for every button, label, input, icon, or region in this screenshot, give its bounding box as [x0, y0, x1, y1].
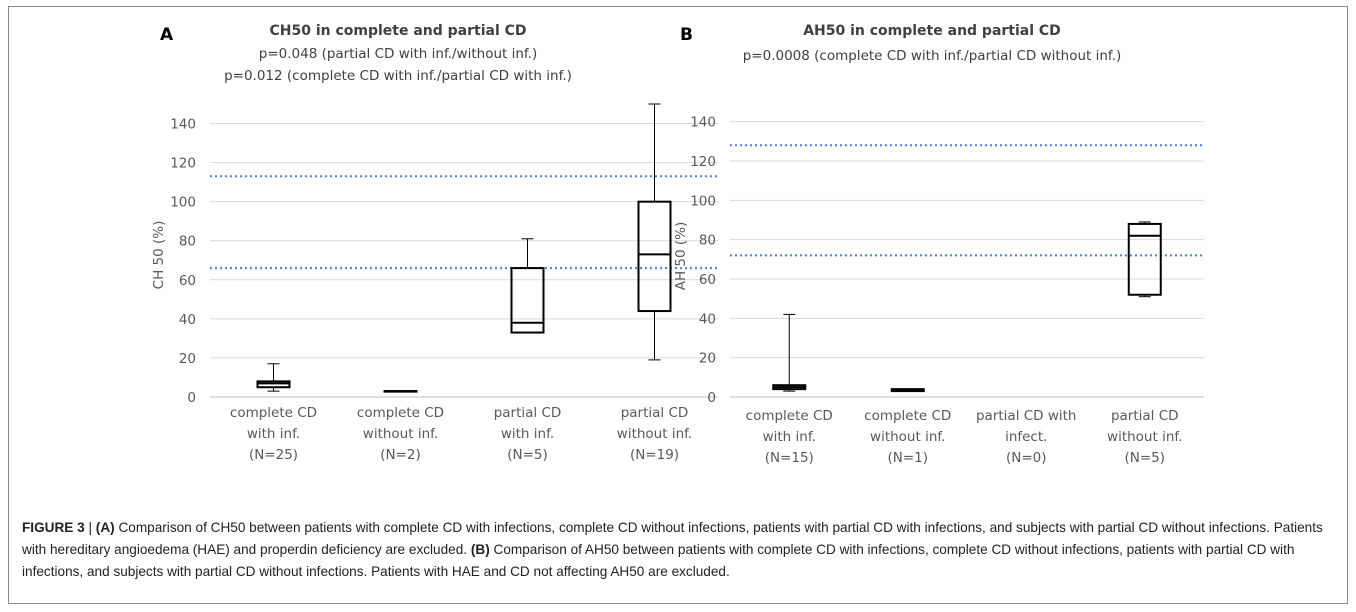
- panel-a-category-label: partial CD: [494, 405, 562, 421]
- panel-b-ytick-label: 40: [699, 311, 716, 327]
- panel-b-category-label: without inf.: [1107, 429, 1182, 445]
- panel-b-category-label: complete CD: [864, 408, 951, 424]
- panel-b-ytick-label: 100: [690, 193, 716, 209]
- panel-b-ytick-label: 140: [690, 115, 716, 131]
- panel-a-category-label: (N=5): [507, 447, 548, 463]
- panel-b-ytick-label: 120: [690, 154, 716, 170]
- panel-a-ytick-label: 100: [170, 195, 196, 211]
- figure-caption: FIGURE 3 | (A) Comparison of CH50 betwee…: [22, 517, 1338, 583]
- panel-b-category-label: (N=1): [887, 450, 928, 466]
- panel-a-ytick-label: 60: [179, 273, 196, 289]
- panel-a-category-label: without inf.: [617, 426, 692, 442]
- panel-b-ytick-label: 60: [699, 272, 716, 288]
- panel-a-ytick-label: 0: [187, 390, 196, 406]
- panel-b-category-label: without inf.: [870, 429, 945, 445]
- panel-b-box: [1127, 222, 1162, 296]
- panel-a-title: CH50 in complete and partial CD: [269, 23, 526, 39]
- panel-a-letter: A: [160, 25, 174, 45]
- panel-a-ytick-label: 140: [170, 117, 196, 133]
- panel-a-category-label: complete CD: [357, 405, 444, 421]
- caption-part-b-text: Comparison of AH50 between patients with…: [22, 542, 1295, 579]
- panel-a-y-axis-label: CH 50 (%): [151, 221, 167, 290]
- panel-b-ytick-label: 0: [707, 390, 716, 406]
- panel-a-box: [510, 267, 545, 334]
- panel-a-subtitle-2: p=0.012 (complete CD with inf./partial C…: [224, 68, 572, 84]
- panel-b-category-label: (N=0): [1006, 450, 1047, 466]
- panel-b-category-label: partial CD: [1111, 408, 1179, 424]
- panel-b-category-label: infect.: [1005, 429, 1047, 445]
- panel-a-category-label: with inf.: [501, 426, 554, 442]
- panel-b-y-axis-label: AH 50 (%): [673, 222, 689, 291]
- panel-a-category-label: without inf.: [363, 426, 438, 442]
- panel-b-letter: B: [680, 25, 693, 45]
- panel-b-title: AH50 in complete and partial CD: [803, 23, 1061, 39]
- panel-b-category-label: with inf.: [763, 429, 816, 445]
- panel-a-category-label: partial CD: [621, 405, 689, 421]
- panel-a-category-label: (N=25): [249, 447, 298, 463]
- caption-figure-label: FIGURE 3: [22, 520, 85, 535]
- panel-a-category-label: (N=2): [380, 447, 421, 463]
- panel-b-category-label: complete CD: [746, 408, 833, 424]
- panel-b-ytick-label: 80: [699, 233, 716, 249]
- caption-part-b-label: (B): [470, 542, 490, 557]
- panel-b-category-label: (N=15): [765, 450, 814, 466]
- panel-b-subtitle-1: p=0.0008 (complete CD with inf./partial …: [743, 48, 1122, 64]
- caption-separator: |: [84, 520, 96, 535]
- panel-a-category-label: with inf.: [247, 426, 300, 442]
- panel-b-category-label: (N=5): [1124, 450, 1165, 466]
- panel-b-ytick-label: 20: [699, 351, 716, 367]
- panel-a-category-label: complete CD: [230, 405, 317, 421]
- panel-a-ytick-label: 120: [170, 156, 196, 172]
- caption-part-a-text: Comparison of CH50 between patients with…: [22, 520, 1323, 557]
- panel-a-ytick-label: 40: [179, 312, 196, 328]
- panel-a-subtitle-1: p=0.048 (partial CD with inf./without in…: [259, 46, 537, 62]
- caption-part-a-label: (A): [95, 520, 115, 535]
- panel-a-category-label: (N=19): [630, 447, 679, 463]
- panel-a-box: [637, 200, 672, 313]
- panel-a-ytick-label: 80: [179, 234, 196, 250]
- panel-a-ytick-label: 20: [179, 351, 196, 367]
- figure-frame: [8, 6, 1348, 604]
- panel-b-category-label: partial CD with: [976, 408, 1077, 424]
